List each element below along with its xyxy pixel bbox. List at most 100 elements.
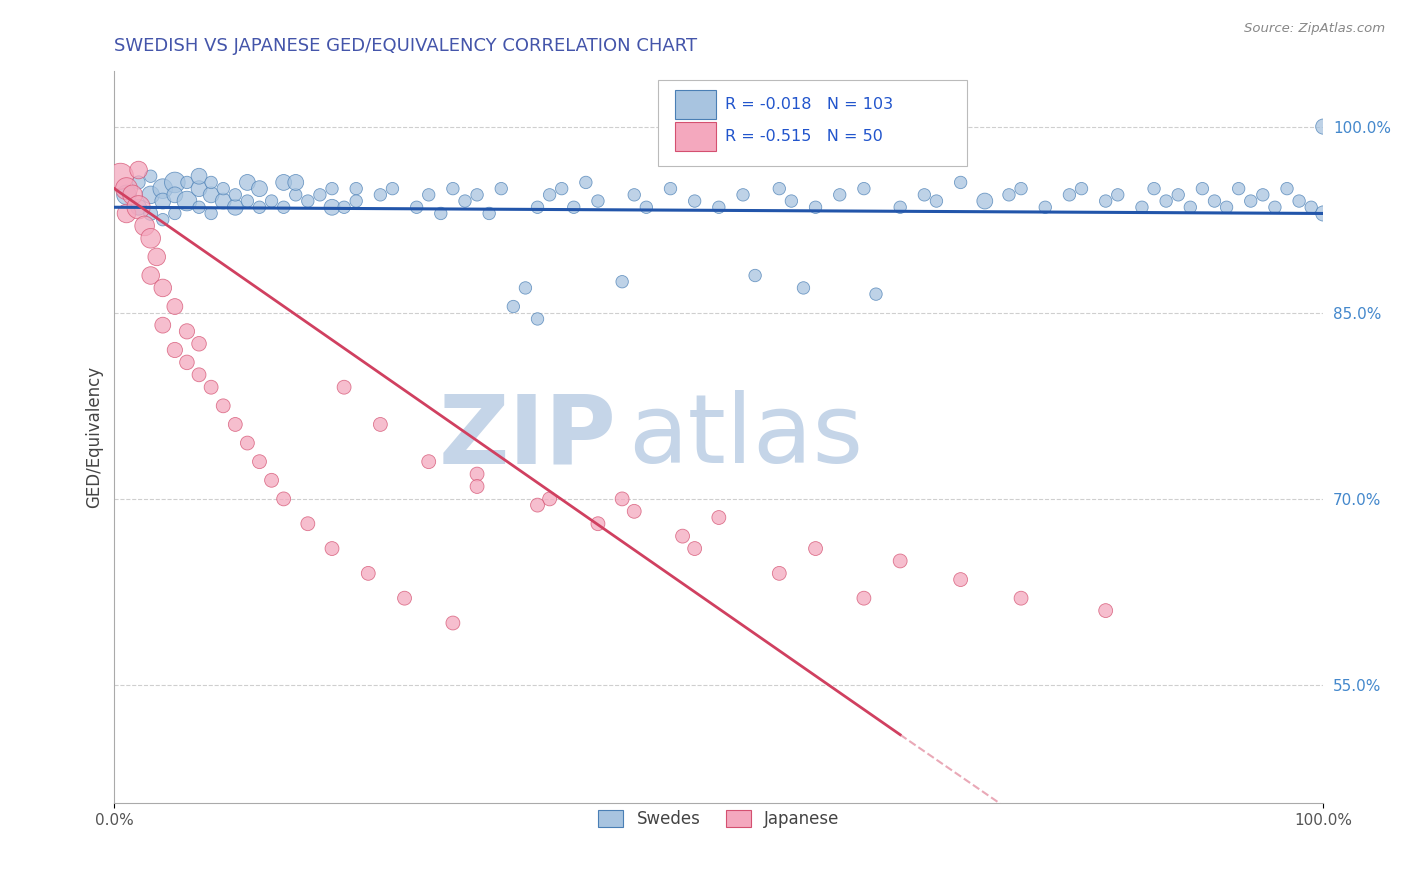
Point bbox=[465, 467, 488, 481]
FancyBboxPatch shape bbox=[675, 90, 717, 119]
Point bbox=[465, 187, 488, 202]
Point bbox=[188, 200, 211, 214]
Point bbox=[1154, 194, 1177, 208]
Point bbox=[344, 194, 367, 208]
Point bbox=[1010, 591, 1032, 606]
Point bbox=[273, 491, 295, 506]
Point bbox=[1227, 181, 1250, 195]
Point bbox=[707, 200, 730, 214]
Text: ZIP: ZIP bbox=[439, 391, 616, 483]
Point bbox=[586, 194, 609, 208]
Point bbox=[200, 380, 222, 394]
Point bbox=[562, 200, 585, 214]
Point bbox=[128, 200, 150, 214]
Point bbox=[260, 194, 283, 208]
Point bbox=[152, 318, 174, 333]
Point bbox=[586, 516, 609, 531]
Point bbox=[200, 176, 222, 190]
Point bbox=[1010, 181, 1032, 195]
Point bbox=[768, 181, 790, 195]
Text: SWEDISH VS JAPANESE GED/EQUIVALENCY CORRELATION CHART: SWEDISH VS JAPANESE GED/EQUIVALENCY CORR… bbox=[114, 37, 697, 55]
Point bbox=[152, 181, 174, 195]
Point bbox=[163, 176, 186, 190]
Point bbox=[610, 491, 633, 506]
Point bbox=[134, 219, 156, 233]
Point bbox=[273, 176, 295, 190]
Point bbox=[212, 399, 235, 413]
Point bbox=[176, 194, 198, 208]
Point bbox=[804, 200, 827, 214]
Point bbox=[526, 200, 548, 214]
Point bbox=[768, 566, 790, 581]
Point bbox=[139, 206, 162, 220]
Point bbox=[236, 194, 259, 208]
Point bbox=[297, 516, 319, 531]
Point bbox=[515, 281, 537, 295]
Point bbox=[804, 541, 827, 556]
Point bbox=[405, 200, 427, 214]
Point bbox=[236, 176, 259, 190]
Point bbox=[176, 355, 198, 369]
Point bbox=[441, 181, 464, 195]
Y-axis label: GED/Equivalency: GED/Equivalency bbox=[86, 366, 103, 508]
Point bbox=[121, 187, 143, 202]
Point bbox=[297, 194, 319, 208]
Point bbox=[1191, 181, 1213, 195]
Point bbox=[249, 455, 271, 469]
Point bbox=[249, 200, 271, 214]
Point bbox=[418, 455, 440, 469]
Point bbox=[852, 181, 875, 195]
Point bbox=[1143, 181, 1166, 195]
Point bbox=[152, 281, 174, 295]
Point bbox=[1312, 206, 1334, 220]
Point bbox=[115, 181, 138, 195]
Point bbox=[731, 187, 754, 202]
Point bbox=[110, 169, 132, 184]
Point bbox=[889, 200, 911, 214]
Point bbox=[852, 591, 875, 606]
Point bbox=[1070, 181, 1092, 195]
Point bbox=[454, 194, 477, 208]
Point bbox=[610, 275, 633, 289]
Point bbox=[249, 181, 271, 195]
Point bbox=[1288, 194, 1310, 208]
Point bbox=[441, 615, 464, 630]
Point bbox=[145, 250, 167, 264]
Point bbox=[236, 436, 259, 450]
Text: R = -0.018   N = 103: R = -0.018 N = 103 bbox=[725, 97, 893, 112]
Point bbox=[623, 187, 645, 202]
Legend: Swedes, Japanese: Swedes, Japanese bbox=[592, 804, 846, 835]
Point bbox=[1094, 604, 1116, 618]
Point bbox=[115, 206, 138, 220]
Point bbox=[188, 368, 211, 382]
Point bbox=[575, 176, 598, 190]
Text: atlas: atlas bbox=[628, 391, 863, 483]
Point bbox=[1033, 200, 1056, 214]
Point bbox=[163, 206, 186, 220]
Point bbox=[357, 566, 380, 581]
Point bbox=[370, 417, 392, 432]
Point bbox=[139, 169, 162, 184]
Point bbox=[1240, 194, 1263, 208]
Point bbox=[502, 300, 524, 314]
Point bbox=[659, 181, 682, 195]
Point bbox=[321, 200, 343, 214]
Point bbox=[465, 479, 488, 493]
Point bbox=[333, 200, 356, 214]
Point bbox=[780, 194, 803, 208]
Point bbox=[370, 187, 392, 202]
Point bbox=[200, 206, 222, 220]
Point bbox=[188, 181, 211, 195]
Point bbox=[707, 510, 730, 524]
Point bbox=[1107, 187, 1129, 202]
Point bbox=[865, 287, 887, 301]
Point bbox=[224, 187, 246, 202]
Point bbox=[418, 187, 440, 202]
Point bbox=[538, 187, 561, 202]
Point bbox=[224, 417, 246, 432]
Point bbox=[128, 176, 150, 190]
Point bbox=[321, 541, 343, 556]
Point bbox=[163, 187, 186, 202]
Point bbox=[1312, 120, 1334, 134]
Point bbox=[139, 268, 162, 283]
